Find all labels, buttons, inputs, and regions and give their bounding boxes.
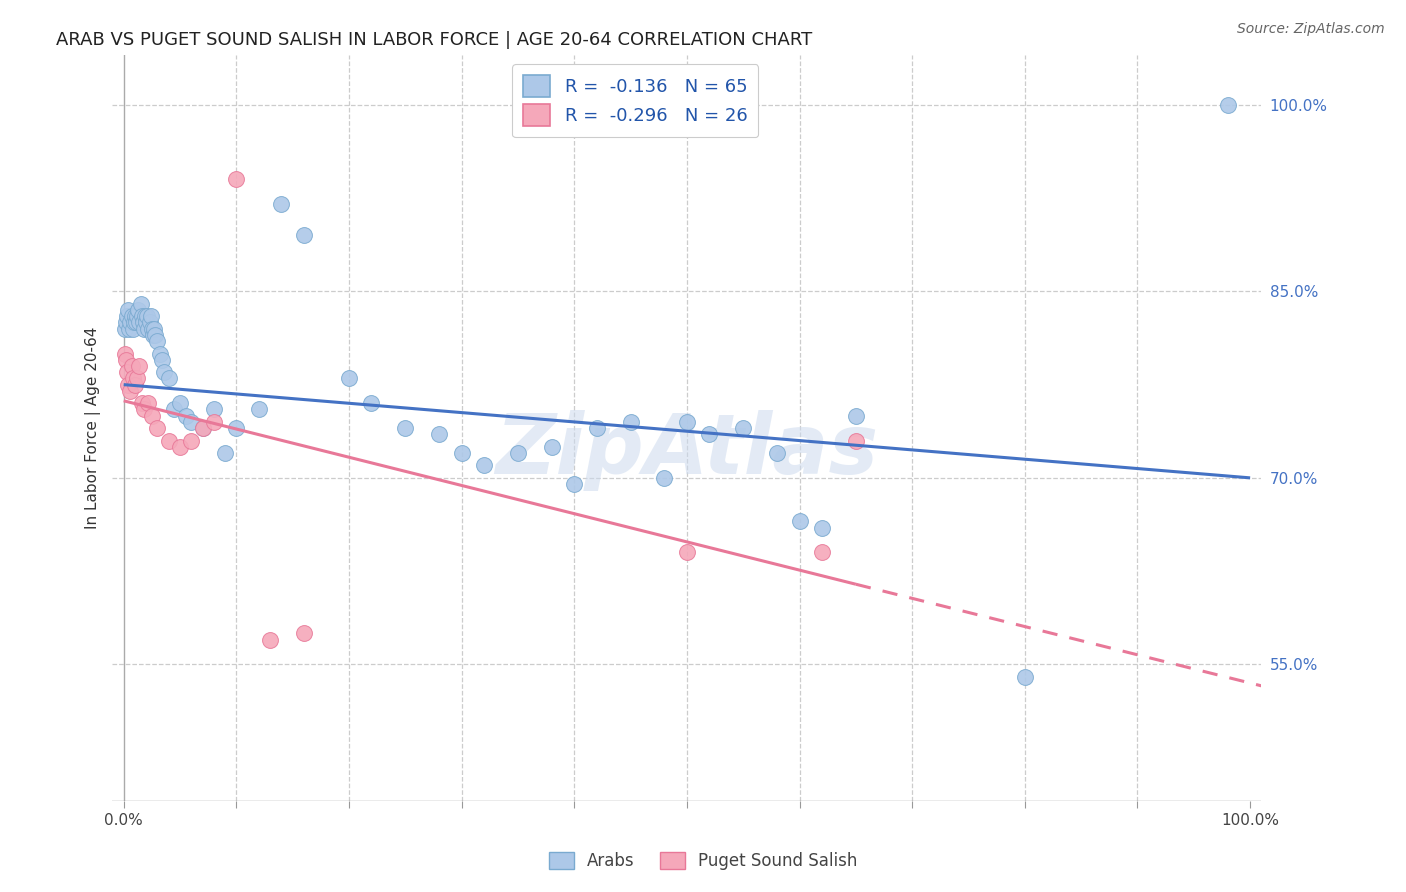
Point xyxy=(131,310,153,324)
Point xyxy=(146,421,169,435)
Point xyxy=(259,632,281,647)
Point xyxy=(202,415,225,429)
Point xyxy=(149,346,172,360)
Point xyxy=(127,303,149,318)
Point xyxy=(121,359,143,373)
Point xyxy=(191,421,214,435)
Point xyxy=(676,545,699,559)
Point xyxy=(120,315,142,329)
Point xyxy=(394,421,416,435)
Point xyxy=(114,321,136,335)
Point xyxy=(142,327,165,342)
Legend: R =  -0.136   N = 65, R =  -0.296   N = 26: R = -0.136 N = 65, R = -0.296 N = 26 xyxy=(512,64,758,137)
Point xyxy=(132,315,155,329)
Y-axis label: In Labor Force | Age 20-64: In Labor Force | Age 20-64 xyxy=(86,327,101,529)
Point xyxy=(125,315,148,329)
Point xyxy=(225,421,247,435)
Point xyxy=(138,396,160,410)
Point xyxy=(118,321,141,335)
Point xyxy=(292,626,315,640)
Point xyxy=(180,415,202,429)
Point xyxy=(134,310,156,324)
Point xyxy=(811,545,834,559)
Point xyxy=(121,310,143,324)
Point xyxy=(114,346,136,360)
Point xyxy=(132,321,155,335)
Point xyxy=(136,310,159,324)
Point xyxy=(128,315,150,329)
Point xyxy=(153,365,176,379)
Point xyxy=(127,371,149,385)
Point xyxy=(214,446,236,460)
Point xyxy=(654,471,676,485)
Point xyxy=(427,427,450,442)
Point xyxy=(122,315,145,329)
Point xyxy=(115,310,138,324)
Point xyxy=(138,315,160,329)
Point xyxy=(360,396,382,410)
Point xyxy=(121,321,143,335)
Point xyxy=(619,415,641,429)
Point xyxy=(1014,670,1036,684)
Point xyxy=(247,402,270,417)
Point xyxy=(169,440,191,454)
Point xyxy=(143,327,166,342)
Point xyxy=(157,371,180,385)
Point xyxy=(845,409,868,423)
Point xyxy=(506,446,529,460)
Point xyxy=(845,434,868,448)
Point xyxy=(128,359,150,373)
Point xyxy=(141,321,163,335)
Point xyxy=(676,415,699,429)
Point xyxy=(811,520,834,534)
Point xyxy=(225,172,247,186)
Point xyxy=(138,321,160,335)
Point xyxy=(143,321,166,335)
Point xyxy=(129,297,152,311)
Point xyxy=(174,409,197,423)
Point xyxy=(450,446,472,460)
Point xyxy=(157,434,180,448)
Point xyxy=(150,352,173,367)
Text: Source: ZipAtlas.com: Source: ZipAtlas.com xyxy=(1237,22,1385,37)
Legend: Arabs, Puget Sound Salish: Arabs, Puget Sound Salish xyxy=(541,845,865,877)
Point xyxy=(191,421,214,435)
Point xyxy=(202,402,225,417)
Point xyxy=(135,315,157,329)
Text: ZipAtlas: ZipAtlas xyxy=(495,410,879,491)
Point xyxy=(117,377,139,392)
Point xyxy=(132,402,155,417)
Point xyxy=(585,421,607,435)
Point xyxy=(169,396,191,410)
Point xyxy=(117,303,139,318)
Point xyxy=(789,515,811,529)
Point xyxy=(733,421,755,435)
Point xyxy=(472,458,495,473)
Point xyxy=(141,409,163,423)
Point xyxy=(699,427,721,442)
Point xyxy=(139,310,162,324)
Point xyxy=(115,365,138,379)
Point xyxy=(124,310,146,324)
Point xyxy=(562,477,585,491)
Point xyxy=(121,371,143,385)
Point xyxy=(540,440,562,454)
Point xyxy=(124,377,146,392)
Point xyxy=(292,228,315,243)
Point xyxy=(131,396,153,410)
Point xyxy=(115,352,138,367)
Point xyxy=(337,371,360,385)
Point xyxy=(270,197,292,211)
Point xyxy=(766,446,789,460)
Text: ARAB VS PUGET SOUND SALISH IN LABOR FORCE | AGE 20-64 CORRELATION CHART: ARAB VS PUGET SOUND SALISH IN LABOR FORC… xyxy=(56,31,813,49)
Point xyxy=(146,334,169,348)
Point xyxy=(127,310,149,324)
Point xyxy=(120,384,142,398)
Point xyxy=(1216,98,1239,112)
Point xyxy=(163,402,186,417)
Point xyxy=(180,434,202,448)
Point xyxy=(115,315,138,329)
